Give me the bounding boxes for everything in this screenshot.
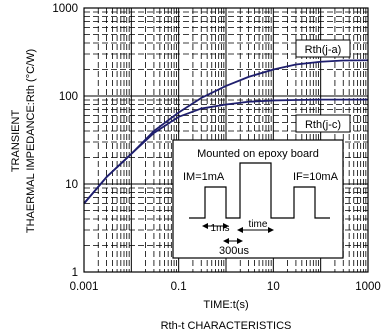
- y-tick-label: 1000: [52, 3, 78, 15]
- tick-labels: 0.001 0.1 10 1000 1 10 100 1000: [52, 3, 380, 293]
- test-condition-inset: Mounted on epoxy board IM=1mA IF=10mA 1m…: [172, 139, 344, 259]
- pulse-waveform: [189, 162, 330, 219]
- time-label: time: [249, 219, 268, 230]
- series-label-box-ja: [295, 39, 351, 58]
- pulse-label-1ms: 1ms: [211, 223, 230, 234]
- x-tick-label: 10: [267, 281, 280, 293]
- y-tick-label: 100: [59, 91, 78, 103]
- y-tick-label: 10: [65, 179, 78, 191]
- inset-title: Mounted on epoxy board: [197, 148, 319, 160]
- plot-frame: [83, 7, 369, 273]
- series-line-rth-jc: [83, 98, 368, 205]
- series-curves: [83, 59, 369, 205]
- chart-caption: Rth-t CHARACTERISTICS: [161, 320, 292, 332]
- x-tick-label: 1000: [355, 281, 381, 293]
- y-tick-label: 1: [72, 267, 78, 279]
- y-axis-title-line1: TRANSIENT: [10, 110, 22, 173]
- x-axis-title: TIME:t(s): [203, 299, 248, 311]
- period-label: 300us: [219, 245, 249, 257]
- inset-right-label: IF=10mA: [293, 171, 339, 183]
- inset-left-label: IM=1mA: [183, 171, 225, 183]
- x-tick-label: 0.1: [171, 281, 187, 293]
- series-label-ja: Rth(j-a): [305, 44, 342, 56]
- series-label-jc: Rth(j-c): [305, 119, 341, 131]
- y-axis-title-line2: THAERMAL IMPEDANCE:Rth (°C/W): [25, 49, 37, 233]
- series-label-box-jc: [295, 114, 351, 133]
- x-tick-label: 0.001: [70, 281, 99, 293]
